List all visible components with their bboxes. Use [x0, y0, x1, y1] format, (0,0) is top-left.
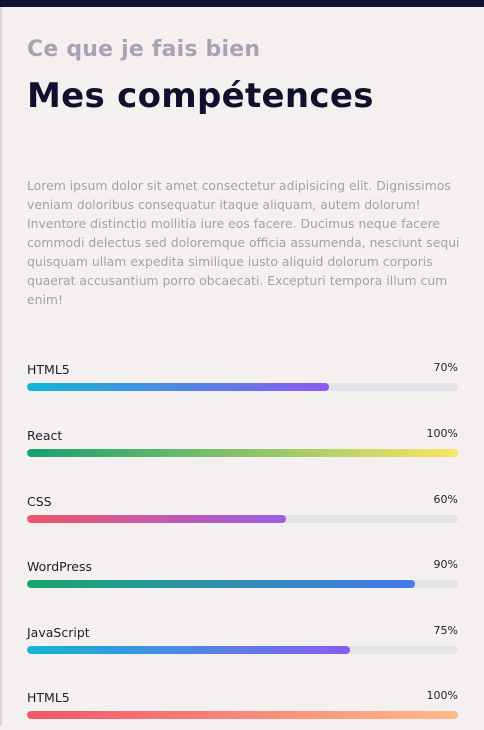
- section-title: Mes compétences: [27, 76, 374, 116]
- section-subtitle: Ce que je fais bien: [27, 37, 261, 62]
- skill-percent: 70%: [433, 361, 458, 374]
- skill-progress-fill: [27, 711, 458, 719]
- skill-progress-fill: [27, 580, 415, 588]
- skill-progress-fill: [27, 646, 351, 654]
- skill-react: React 100%: [27, 427, 458, 468]
- skill-progress-track: [27, 383, 458, 391]
- skill-progress-track: [27, 515, 458, 523]
- skill-percent: 90%: [433, 558, 458, 571]
- skill-progress-track: [27, 646, 458, 654]
- skill-name: WordPress: [27, 559, 93, 574]
- skill-progress-fill: [27, 515, 286, 523]
- skill-html5: HTML5 70%: [27, 361, 458, 402]
- skill-wordpress: WordPress 90%: [27, 558, 458, 599]
- left-edge-border: [0, 7, 2, 726]
- skill-percent: 60%: [433, 493, 458, 506]
- skill-javascript: JavaScript 75%: [27, 624, 458, 665]
- skill-progress-track: [27, 580, 458, 588]
- skill-name: CSS: [27, 494, 52, 509]
- skill-name: React: [27, 428, 63, 443]
- skill-progress-fill: [27, 383, 329, 391]
- skill-percent: 100%: [426, 427, 458, 440]
- skill-name: JavaScript: [27, 625, 90, 640]
- skill-name: HTML5: [27, 362, 70, 377]
- skill-progress-fill: [27, 449, 458, 457]
- skill-percent: 100%: [426, 689, 458, 702]
- skill-percent: 75%: [433, 624, 458, 637]
- skill-css: CSS 60%: [27, 493, 458, 534]
- skill-html5-second: HTML5 100%: [27, 689, 458, 730]
- skill-progress-track: [27, 711, 458, 719]
- top-accent-bar: [0, 0, 484, 7]
- section-description: Lorem ipsum dolor sit amet consectetur a…: [27, 178, 460, 307]
- skill-name: HTML5: [27, 690, 70, 705]
- skill-progress-track: [27, 449, 458, 457]
